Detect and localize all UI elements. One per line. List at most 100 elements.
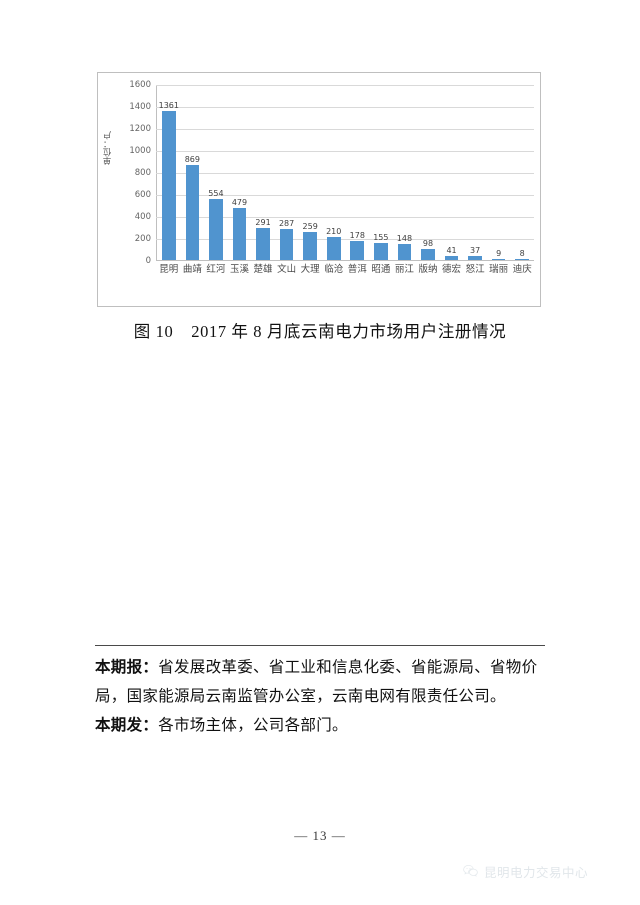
y-tick-label: 200 [134, 234, 151, 244]
x-category-label: 普洱 [347, 264, 367, 275]
chart-container: 单位：户 0 200 400 600 800 1000 1200 1400 1600 1361 8… [97, 72, 541, 307]
x-category-label: 版纳 [418, 264, 438, 275]
bar-value-label: 98 [422, 239, 434, 249]
bar[interactable] [279, 228, 294, 260]
y-tick-label: 1400 [129, 102, 151, 112]
footer-notes: 本期报：省发展改革委、省工业和信息化委、省能源局、省物价局，国家能源局云南监管办… [95, 653, 547, 740]
x-category-label: 丽江 [394, 264, 414, 275]
y-tick-label: 400 [134, 212, 151, 222]
y-tick-label: 1000 [129, 146, 151, 156]
bar-slot[interactable]: 178 [346, 85, 370, 260]
bar-slot[interactable]: 869 [181, 85, 205, 260]
x-category-label: 临沧 [324, 264, 344, 275]
bar-value-label: 8 [519, 249, 525, 259]
gridline [156, 217, 534, 218]
bar[interactable] [350, 240, 365, 260]
bar[interactable] [374, 243, 388, 260]
bar-slot[interactable]: 155 [369, 85, 393, 260]
distribute-note: 本期发：各市场主体，公司各部门。 [95, 711, 547, 740]
bar-value-label: 291 [255, 218, 271, 228]
watermark: 昆明电力交易中心 [462, 862, 588, 881]
bar-slot[interactable]: 98 [416, 85, 440, 260]
bar[interactable] [491, 259, 506, 260]
x-category-label: 昆明 [159, 264, 179, 275]
gridline [156, 239, 534, 240]
x-category-label: 楚雄 [253, 264, 273, 275]
y-axis-title: 单位：户 [103, 131, 113, 165]
bar-slot[interactable]: 210 [322, 85, 346, 260]
report-note: 本期报：省发展改革委、省工业和信息化委、省能源局、省物价局，国家能源局云南监管办… [95, 653, 547, 711]
bar-series: 1361 869 554 479 291 287 259 210 178 155 148 98 41 37… [157, 85, 534, 260]
bar-value-label: 155 [373, 233, 389, 243]
chart-plot-wrapper: 单位：户 0 200 400 600 800 1000 1200 1400 1600 1361 8… [98, 73, 540, 306]
page-number: — 13 — [294, 828, 346, 843]
report-note-label: 本期报： [95, 659, 159, 676]
bar-slot[interactable]: 259 [298, 85, 322, 260]
bar-slot[interactable]: 148 [393, 85, 417, 260]
watermark-text: 昆明电力交易中心 [484, 865, 589, 880]
bar-slot[interactable]: 287 [275, 85, 299, 260]
bar[interactable] [256, 228, 270, 260]
x-category-label: 玉溪 [229, 264, 249, 275]
figure-caption-title: 2017 年 8 月底云南电力市场用户注册情况 [191, 322, 507, 341]
distribute-note-label: 本期发： [95, 717, 159, 734]
bar-value-label: 9 [496, 249, 502, 259]
footer-divider [95, 645, 545, 646]
bar-value-label: 178 [349, 230, 365, 240]
bar-value-label: 210 [326, 227, 342, 237]
y-tick-label: 600 [134, 190, 151, 200]
x-category-label: 大理 [300, 264, 320, 275]
x-category-label: 红河 [206, 264, 226, 275]
x-category-label: 迪庆 [512, 264, 532, 275]
bar[interactable] [161, 111, 176, 260]
x-axis-line [156, 260, 534, 261]
bar[interactable] [397, 243, 412, 260]
bar-value-label: 287 [278, 218, 295, 228]
gridline [156, 173, 534, 174]
y-tick-label: 800 [134, 168, 151, 178]
bar[interactable] [326, 237, 341, 260]
bar-slot[interactable]: 41 [440, 85, 464, 260]
bar-slot[interactable]: 8 [510, 85, 534, 260]
bar-slot[interactable]: 554 [204, 85, 228, 260]
bar[interactable] [303, 231, 317, 260]
y-tick-label: 0 [145, 256, 151, 266]
gridline [156, 151, 534, 152]
bar-slot[interactable]: 1361 [157, 85, 181, 260]
wechat-icon [463, 865, 478, 877]
x-category-label: 瑞丽 [489, 264, 509, 275]
bar-value-label: 869 [184, 154, 200, 164]
bar-slot[interactable]: 291 [251, 85, 275, 260]
y-axis-tick-labels: 0 200 400 600 800 1000 1200 1400 1600 [116, 80, 154, 266]
y-tick-label: 1200 [129, 124, 151, 134]
bar[interactable] [421, 249, 435, 260]
x-category-label: 德宏 [442, 264, 462, 275]
bar-slot[interactable]: 9 [487, 85, 511, 260]
bar[interactable] [185, 164, 200, 260]
bar[interactable] [444, 255, 459, 260]
bar-value-label: 41 [446, 245, 457, 255]
bar-slot[interactable]: 37 [463, 85, 487, 260]
bar-value-label: 259 [302, 221, 318, 231]
bar-slot[interactable]: 479 [228, 85, 252, 260]
bar-value-label: 1361 [158, 101, 179, 111]
bar-value-label: 148 [396, 233, 413, 243]
plot-area: 1361 869 554 479 291 287 259 210 178 155 148 98 41 37… [156, 85, 534, 261]
figure-caption-number: 图 10 [133, 322, 174, 341]
bar[interactable] [515, 259, 530, 260]
gridline [156, 195, 534, 196]
x-axis-category-labels: 昆明 曲靖 红河 玉溪 楚雄 文山 大理 临沧 普洱 昭通 丽江 版纳 德宏 怒江 瑞丽 迪庆 [157, 263, 534, 281]
bar-value-label: 554 [208, 189, 224, 199]
x-category-label: 曲靖 [182, 264, 202, 275]
figure-caption: 图 10 2017 年 8 月底云南电力市场用户注册情况 [0, 318, 640, 342]
x-category-label: 怒江 [465, 264, 485, 275]
x-category-label: 文山 [277, 264, 297, 275]
gridline [156, 129, 534, 130]
x-category-label: 昭通 [371, 264, 391, 275]
bar[interactable] [232, 207, 247, 260]
y-tick-label: 1600 [129, 80, 151, 90]
bar[interactable] [468, 255, 482, 260]
report-note-text: 省发展改革委、省工业和信息化委、省能源局、省物价局，国家能源局云南监管办公室，云… [95, 659, 538, 705]
bar-value-label: 479 [231, 197, 248, 207]
bar[interactable] [209, 199, 223, 260]
